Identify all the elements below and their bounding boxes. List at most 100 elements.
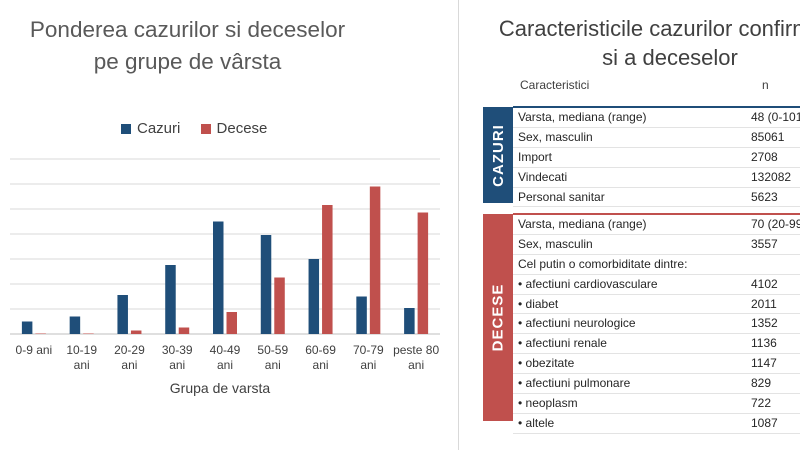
decese-row-value: 1352 bbox=[751, 316, 778, 331]
chart-title-line-2: pe grupe de vârsta bbox=[93, 49, 282, 74]
decese-row-label: • afectiuni neurologice bbox=[518, 316, 636, 331]
bar-cazuri-3 bbox=[165, 265, 176, 334]
cazuri-row-label: Sex, masculin bbox=[518, 129, 593, 144]
bar-cazuri-7 bbox=[356, 296, 367, 334]
age-group-chart: Ponderea cazurilor si deceselor pe grupe… bbox=[0, 14, 440, 396]
cazuri-row-label: Vindecati bbox=[518, 169, 568, 184]
panel-divider bbox=[458, 0, 459, 450]
decese-row-value: 1087 bbox=[751, 415, 778, 430]
legend-item-decese: Decese bbox=[200, 120, 268, 137]
bar-cazuri-6 bbox=[308, 259, 320, 334]
chart-title: Ponderea cazurilor si deceselor pe grupe… bbox=[0, 14, 375, 78]
decese-row-label: • afectiuni pulmonare bbox=[518, 376, 631, 391]
bar-decese-6 bbox=[322, 205, 333, 334]
decese-row-label: • afectiuni renale bbox=[518, 336, 607, 351]
section-label-decese: DECESE bbox=[483, 214, 513, 421]
cazuri-row-value: 85061 bbox=[751, 129, 785, 144]
cazuri-row-value: 48 (0-101) bbox=[751, 110, 800, 124]
decese-row: • diabet 2011 bbox=[513, 295, 800, 315]
decese-row-value: 4102 bbox=[751, 276, 778, 291]
decese-row: • afectiuni renale 1136 bbox=[513, 334, 800, 355]
decese-row-value: 3557 bbox=[751, 236, 778, 251]
cazuri-row: Vindecati 132082 bbox=[513, 168, 800, 188]
x-tick-label: 50-59 ani bbox=[257, 343, 288, 372]
chart-title-line-1: Ponderea cazurilor si deceselor bbox=[29, 17, 346, 42]
decese-row-value: 829 bbox=[751, 376, 772, 391]
bar-decese-7 bbox=[369, 186, 381, 334]
decese-row-label: • neoplasm bbox=[518, 396, 578, 411]
x-tick-label: 0-9 ani bbox=[16, 343, 53, 357]
characteristics-table-panel: Caracteristicile cazurilor confirmate si… bbox=[462, 0, 800, 450]
bar-cazuri-1 bbox=[69, 316, 81, 334]
cazuri-rows: Varsta, mediana (range) 48 (0-101) Sex, ma… bbox=[513, 106, 800, 208]
x-tick-label: 60-69 ani bbox=[305, 343, 336, 372]
column-header-n: n bbox=[762, 78, 769, 92]
cazuri-row-value: 132082 bbox=[751, 169, 792, 184]
chart-plot-area: 0-9 ani 10-19 ani 20-29 ani 30-39 ani 40-49 ani 5… bbox=[10, 158, 440, 372]
bar-decese-5 bbox=[274, 277, 285, 334]
bar-cazuri-2 bbox=[117, 295, 128, 334]
x-tick-label: 30-39 ani bbox=[162, 343, 193, 372]
decese-row: • neoplasm 722 bbox=[513, 394, 800, 414]
cazuri-row: Sex, masculin 85061 bbox=[513, 128, 800, 148]
section-label-cazuri: CAZURI bbox=[483, 107, 513, 203]
decese-row-label: • diabet bbox=[518, 296, 559, 311]
cazuri-row-value: 2708 bbox=[751, 149, 778, 164]
legend-item-cazuri: Cazuri bbox=[121, 120, 180, 137]
decese-rows: Varsta, mediana (range) 70 (20-99) Sex, ma… bbox=[513, 213, 800, 434]
decese-row: Cel putin o comorbiditate dintre: bbox=[513, 255, 800, 275]
decese-row: • afectiuni neurologice 1352 bbox=[513, 314, 800, 335]
decese-row-label: • afectiuni cardiovasculare bbox=[518, 276, 658, 291]
decese-row-label: Sex, masculin bbox=[518, 236, 593, 251]
x-tick-label: 40-49 ani bbox=[210, 343, 241, 372]
cazuri-row: Import 2708 bbox=[513, 148, 800, 168]
cazuri-row: Varsta, mediana (range) 48 (0-101) bbox=[513, 108, 800, 128]
bar-cazuri-8 bbox=[404, 308, 415, 334]
decese-row: • afectiuni cardiovasculare 4102 bbox=[513, 275, 800, 295]
cazuri-row-label: Import bbox=[518, 149, 553, 164]
bar-decese-0 bbox=[35, 333, 46, 334]
decese-row-label: Varsta, mediana (range) bbox=[518, 217, 647, 231]
decese-row-value: 70 (20-99) bbox=[751, 217, 800, 231]
x-tick-label: 70-79 ani bbox=[353, 343, 384, 372]
table-title: Caracteristicile cazurilor confirmate si… bbox=[490, 14, 800, 72]
decese-row-value: 722 bbox=[751, 396, 772, 411]
legend-label-decese: Decese bbox=[216, 120, 268, 137]
x-tick-label: 20-29 ani bbox=[114, 343, 145, 372]
decese-row-value: 1147 bbox=[751, 356, 777, 371]
decese-row: • obezitate 1147 bbox=[513, 354, 800, 375]
bar-cazuri-5 bbox=[260, 235, 272, 334]
decese-row: Sex, masculin 3557 bbox=[513, 235, 800, 255]
cazuri-row-label: Varsta, mediana (range) bbox=[518, 110, 647, 124]
legend-swatch-decese bbox=[200, 123, 211, 134]
decese-row: • afectiuni pulmonare 829 bbox=[513, 374, 800, 395]
cazuri-row-value: 5623 bbox=[751, 189, 778, 204]
bar-cazuri-0 bbox=[21, 321, 33, 334]
bar-cazuri-4 bbox=[213, 221, 224, 334]
table-title-line-1: Caracteristicile cazurilor confirmate bbox=[498, 16, 800, 41]
section-label-cazuri-text: CAZURI bbox=[489, 123, 507, 187]
bar-decese-3 bbox=[178, 327, 190, 334]
cazuri-row: Personal sanitar 5623 bbox=[513, 188, 800, 208]
table-title-line-2: si a deceselor bbox=[602, 45, 738, 70]
bar-decese-8 bbox=[417, 212, 429, 334]
legend-label-cazuri: Cazuri bbox=[137, 120, 181, 137]
chart-legend: Cazuri Decese bbox=[121, 120, 283, 138]
decese-row: Varsta, mediana (range) 70 (20-99) bbox=[513, 215, 800, 235]
x-tick-label: peste 80 ani bbox=[393, 343, 439, 372]
bar-decese-2 bbox=[130, 330, 142, 334]
section-label-decese-text: DECESE bbox=[489, 283, 507, 352]
bar-decese-4 bbox=[226, 312, 237, 334]
x-tick-label: 10-19 ani bbox=[66, 343, 97, 372]
decese-row: • altele 1087 bbox=[513, 414, 800, 434]
decese-row-label: • altele bbox=[518, 415, 555, 430]
decese-row-label: Cel putin o comorbiditate dintre: bbox=[518, 256, 688, 271]
legend-swatch-cazuri bbox=[121, 123, 131, 134]
decese-row-label: • obezitate bbox=[518, 356, 575, 371]
column-header-characteristics: Caracteristici bbox=[520, 78, 590, 92]
decese-row-value: 2011 bbox=[751, 296, 777, 311]
x-axis-label: Grupa de varsta bbox=[169, 380, 271, 396]
bar-decese-1 bbox=[83, 333, 94, 334]
decese-row-value: 1136 bbox=[751, 336, 777, 351]
cazuri-row-label: Personal sanitar bbox=[518, 189, 605, 204]
